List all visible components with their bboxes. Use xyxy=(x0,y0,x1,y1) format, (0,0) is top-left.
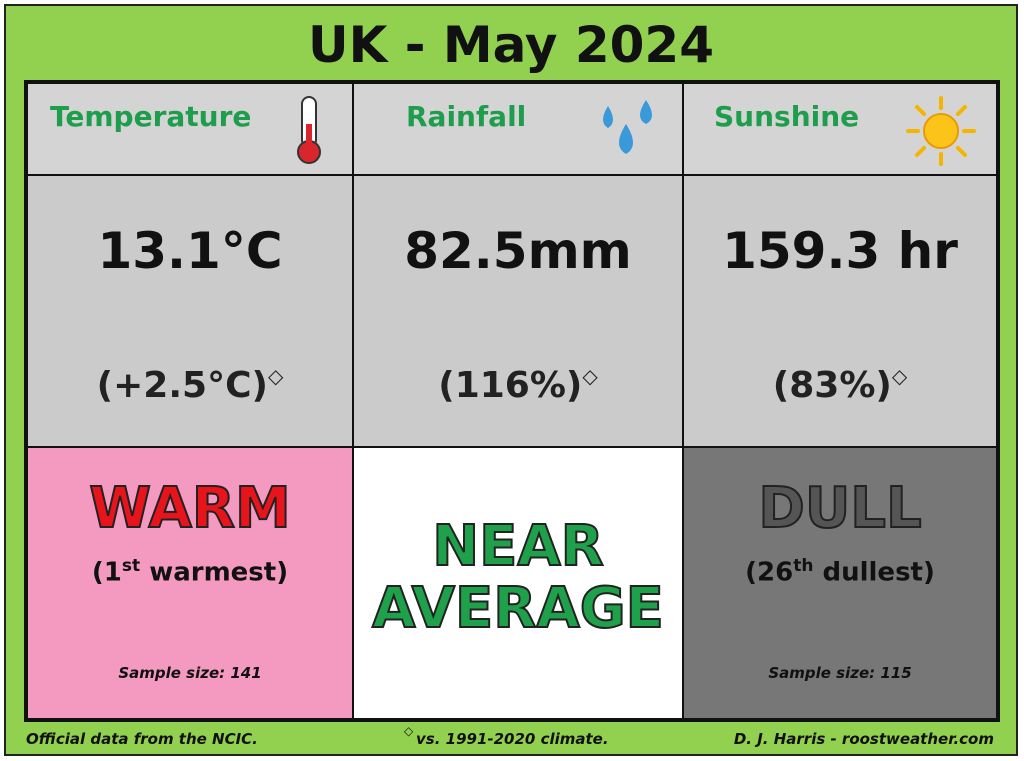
verdict-cell: NEAR AVERAGE xyxy=(353,447,683,719)
verdict: NEAR xyxy=(431,514,605,579)
summary-grid: Temperature Rainfall Sunshine 13.1°C (+2.… xyxy=(24,80,1000,722)
marker: ◇ xyxy=(267,364,284,388)
verdict: WARM xyxy=(88,476,291,541)
anomaly-line: (116%)◇ xyxy=(354,364,682,406)
climate-note: vs. 1991-2020 climate. xyxy=(416,730,609,748)
value: 13.1°C xyxy=(97,222,283,280)
raindrops-icon xyxy=(603,100,652,154)
anomaly: (+2.5°C) xyxy=(96,365,268,406)
rank-suffix: st xyxy=(121,556,141,576)
anomaly-line: (83%)◇ xyxy=(684,364,996,406)
marker: ◇ xyxy=(582,364,598,388)
title: UK - May 2024 xyxy=(307,16,715,74)
value-cell: 159.3 hr (83%)◇ xyxy=(683,175,997,447)
header-cell: Rainfall xyxy=(353,83,683,175)
header-cell: Sunshine xyxy=(683,83,997,175)
marker: ◇ xyxy=(404,724,414,738)
sample-size: Sample size: 141 xyxy=(118,664,262,682)
source: Official data from the NCIC. xyxy=(26,730,258,748)
verdict-cell: WARM (1st warmest) Sample size: 141 xyxy=(27,447,353,719)
thermometer-icon xyxy=(297,96,321,164)
sample-size: Sample size: 115 xyxy=(768,664,912,682)
verdict: AVERAGE xyxy=(371,576,665,641)
heading: Sunshine xyxy=(714,100,860,133)
rank-suffix: th xyxy=(793,556,814,576)
heading: Rainfall xyxy=(406,100,527,133)
value-cell: 13.1°C (+2.5°C)◇ xyxy=(27,175,353,447)
value-cell: 82.5mm (116%)◇ xyxy=(353,175,683,447)
verdict: DULL xyxy=(757,476,922,541)
sun-icon xyxy=(906,96,976,166)
anomaly: (83%) xyxy=(772,365,892,406)
rank-text: (26 xyxy=(745,557,794,588)
header-cell: Temperature xyxy=(27,83,353,175)
rank-text: dullest) xyxy=(813,557,935,588)
anomaly: (116%) xyxy=(438,365,583,406)
infographic: UK - May 2024 Temperature Rainfall Sunsh… xyxy=(4,4,1018,756)
value: 159.3 hr xyxy=(722,222,958,280)
rank-text: warmest) xyxy=(140,557,289,588)
marker: ◇ xyxy=(891,364,908,388)
value: 82.5mm xyxy=(404,222,632,280)
rank-text: (1 xyxy=(91,557,122,588)
verdict-cell: DULL (26th dullest) Sample size: 115 xyxy=(683,447,997,719)
anomaly-line: (+2.5°C)◇ xyxy=(28,364,352,406)
rank: (1st warmest) xyxy=(28,556,352,588)
rank: (26th dullest) xyxy=(684,556,996,588)
credit: D. J. Harris - roostweather.com xyxy=(733,730,994,748)
heading: Temperature xyxy=(50,100,252,133)
